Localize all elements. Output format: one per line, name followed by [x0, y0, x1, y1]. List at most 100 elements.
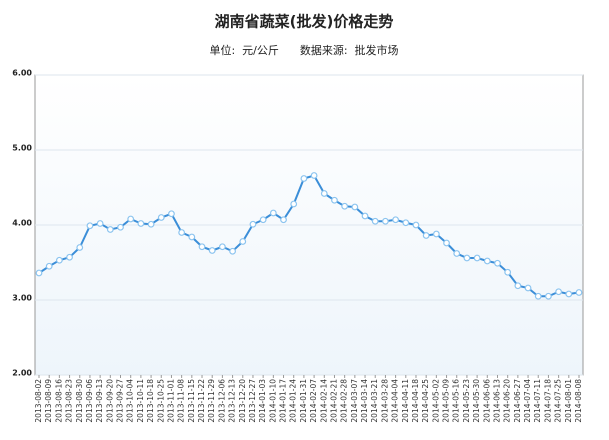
marker [412, 221, 420, 229]
x-tick-label: 2014-06-13 [492, 379, 501, 423]
x-tick-label: 2013-08-09 [44, 379, 53, 423]
y-tick-label: 2.00 [12, 369, 32, 378]
x-tick-label: 2013-12-27 [248, 379, 257, 423]
marker [361, 212, 369, 220]
x-tick-label: 2013-09-13 [95, 379, 104, 423]
marker [117, 223, 124, 231]
marker [55, 256, 63, 264]
marker [555, 288, 563, 296]
marker [208, 247, 216, 254]
marker [371, 217, 379, 225]
x-tick-label: 2014-06-20 [503, 379, 512, 423]
marker [402, 219, 410, 227]
x-tick-label: 2014-05-23 [462, 379, 471, 423]
marker [392, 216, 400, 224]
marker [310, 172, 318, 179]
x-tick-label: 2014-03-21 [370, 379, 379, 423]
x-tick-label: 2014-02-28 [340, 379, 349, 423]
x-tick-label: 2013-08-23 [65, 379, 74, 423]
x-tick-label: 2013-08-02 [34, 379, 43, 423]
x-tick-label: 2013-09-20 [105, 379, 114, 423]
marker [320, 190, 328, 197]
x-tick-label: 2014-05-09 [442, 379, 451, 423]
marker [432, 230, 440, 238]
x-tick-label: 2014-01-17 [279, 379, 288, 423]
x-tick-label: 2013-09-06 [85, 379, 94, 423]
marker [514, 282, 522, 290]
y-tick-label: 3.00 [12, 294, 32, 303]
marker [504, 268, 512, 276]
x-tick-label: 2014-01-10 [268, 379, 277, 423]
x-tick-label: 2013-10-25 [156, 379, 165, 423]
x-tick-label: 2013-08-30 [75, 379, 84, 423]
marker [494, 259, 501, 267]
marker [565, 290, 573, 298]
marker [229, 247, 236, 255]
x-tick-label: 2014-01-03 [258, 379, 267, 423]
marker [575, 289, 583, 296]
x-tick-label: 2014-04-25 [421, 379, 430, 423]
marker [341, 202, 349, 210]
x-tick-label: 2013-11-08 [177, 379, 186, 423]
chart-subtitle: 单位: 元/公斤 数据来源: 批发市场 [209, 43, 398, 57]
x-tick-label: 2014-05-02 [431, 379, 440, 423]
x-tick-label: 2014-03-07 [350, 379, 359, 423]
x-tick-label: 2014-02-07 [309, 379, 318, 423]
marker [534, 292, 542, 300]
x-tick-label: 2013-11-29 [207, 379, 216, 423]
marker [178, 229, 186, 236]
x-tick-label: 2014-04-18 [411, 379, 420, 423]
marker [147, 220, 155, 228]
marker [443, 239, 450, 247]
marker [422, 232, 430, 239]
x-tick-label: 2014-02-21 [329, 379, 338, 423]
marker [280, 216, 287, 224]
marker [188, 233, 196, 241]
marker [331, 196, 338, 204]
marker [35, 269, 43, 277]
marker [382, 217, 389, 225]
x-tick-label: 2014-06-06 [482, 379, 491, 423]
x-tick-label: 2013-11-22 [197, 379, 206, 423]
x-tick-label: 2014-08-08 [574, 379, 583, 423]
marker [168, 210, 175, 218]
x-tick-label: 2014-03-14 [360, 379, 369, 423]
x-tick-label: 2013-12-13 [228, 379, 237, 423]
x-tick-label: 2013-12-06 [217, 379, 226, 423]
x-tick-label: 2014-02-14 [319, 379, 328, 423]
x-tick-label: 2014-03-28 [380, 379, 389, 423]
marker [198, 243, 206, 251]
x-tick-label: 2014-07-18 [543, 379, 552, 423]
marker [300, 175, 308, 182]
marker [76, 244, 84, 251]
x-tick-label: 2013-11-15 [187, 379, 196, 423]
marker [269, 209, 277, 217]
marker [137, 220, 145, 227]
marker [86, 222, 94, 230]
x-tick-label: 2014-06-27 [513, 379, 522, 423]
x-tick-label: 2014-04-11 [401, 379, 410, 423]
y-tick-label: 4.00 [12, 219, 32, 228]
marker [218, 243, 226, 251]
marker [96, 220, 104, 227]
marker [545, 292, 552, 300]
x-tick-label: 2014-05-30 [472, 379, 481, 423]
x-tick-label: 2013-11-01 [166, 379, 175, 423]
x-tick-label: 2013-08-16 [54, 379, 63, 423]
marker [473, 254, 481, 262]
marker [249, 220, 257, 228]
marker [45, 262, 53, 270]
marker [106, 226, 114, 233]
x-tick-label: 2014-01-31 [299, 379, 308, 423]
marker [463, 254, 471, 262]
chart-title: 湖南省蔬菜(批发)价格走势 [215, 13, 394, 31]
marker [290, 200, 298, 208]
marker [524, 284, 532, 292]
x-tick-label: 2014-07-25 [554, 379, 563, 423]
x-tick-label: 2013-10-11 [136, 379, 145, 423]
x-tick-label: 2013-10-04 [126, 379, 135, 423]
x-tick-label: 2014-07-11 [533, 379, 542, 423]
x-tick-label: 2014-04-04 [391, 379, 400, 423]
x-tick-label: 2013-10-18 [146, 379, 155, 423]
